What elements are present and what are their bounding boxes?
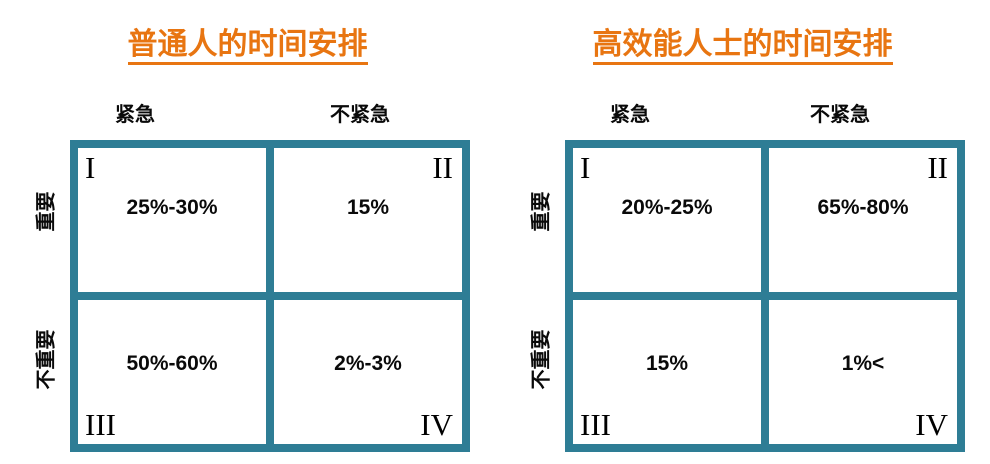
quadrant-numeral-3-effective: III [580, 407, 611, 442]
quadrant-numeral-1-ordinary: I [85, 150, 96, 185]
column-header-urgent-effective: 紧急 [610, 104, 650, 126]
quadrant-value-1-effective: 20%-25% [621, 196, 713, 219]
quadrant-1-effective[interactable]: I 20%-25% [573, 148, 761, 292]
row-label-important-ordinary: 重要 [35, 191, 58, 232]
quadrant-numeral-2-effective: II [927, 150, 948, 185]
quadrant-value-4-effective: 1%< [841, 352, 885, 375]
matrix-grid-ordinary: I 25%-30% II 15% III 50%-60% IV 2%-3% [70, 140, 470, 452]
panel-ordinary-person: 普通人的时间安排 紧急 不紧急 重要 不重要 I 25%-30% II 15% … [0, 28, 495, 452]
quadrant-1-ordinary[interactable]: I 25%-30% [78, 148, 266, 292]
quadrant-2-ordinary[interactable]: II 15% [274, 148, 462, 292]
quadrant-value-3-effective: 15% [645, 352, 689, 375]
row-label-important-effective: 重要 [530, 191, 553, 232]
panel-title-effective: 高效能人士的时间安排 [495, 28, 990, 65]
row-label-not-important-effective: 不重要 [530, 329, 553, 390]
quadrant-numeral-4-effective: IV [915, 407, 948, 442]
panel-title-ordinary: 普通人的时间安排 [0, 28, 495, 65]
quadrant-3-ordinary[interactable]: III 50%-60% [78, 300, 266, 444]
quadrant-numeral-1-effective: I [580, 150, 591, 185]
quadrant-4-ordinary[interactable]: IV 2%-3% [274, 300, 462, 444]
quadrant-value-1-ordinary: 25%-30% [126, 196, 218, 219]
quadrant-numeral-3-ordinary: III [85, 407, 116, 442]
column-header-not-urgent-effective: 不紧急 [810, 104, 870, 126]
quadrant-2-effective[interactable]: II 65%-80% [769, 148, 957, 292]
quadrant-value-2-ordinary: 15% [346, 196, 390, 219]
row-label-not-important-ordinary: 不重要 [35, 329, 58, 390]
quadrant-value-3-ordinary: 50%-60% [126, 352, 218, 375]
panel-highly-effective-person: 高效能人士的时间安排 紧急 不紧急 重要 不重要 I 20%-25% II 65… [495, 0, 990, 464]
quadrant-4-effective[interactable]: IV 1%< [769, 300, 957, 444]
quadrant-numeral-2-ordinary: II [432, 150, 453, 185]
column-header-urgent-ordinary: 紧急 [115, 104, 155, 126]
panel-title-text-effective: 高效能人士的时间安排 [592, 28, 893, 65]
matrix-grid-effective: I 20%-25% II 65%-80% III 15% IV 1%< [565, 140, 965, 452]
quadrant-value-4-ordinary: 2%-3% [334, 352, 402, 375]
quadrant-numeral-4-ordinary: IV [420, 407, 453, 442]
column-header-not-urgent-ordinary: 不紧急 [330, 104, 390, 126]
quadrant-value-2-effective: 65%-80% [817, 196, 909, 219]
panel-title-text-ordinary: 普通人的时间安排 [127, 28, 368, 65]
quadrant-3-effective[interactable]: III 15% [573, 300, 761, 444]
